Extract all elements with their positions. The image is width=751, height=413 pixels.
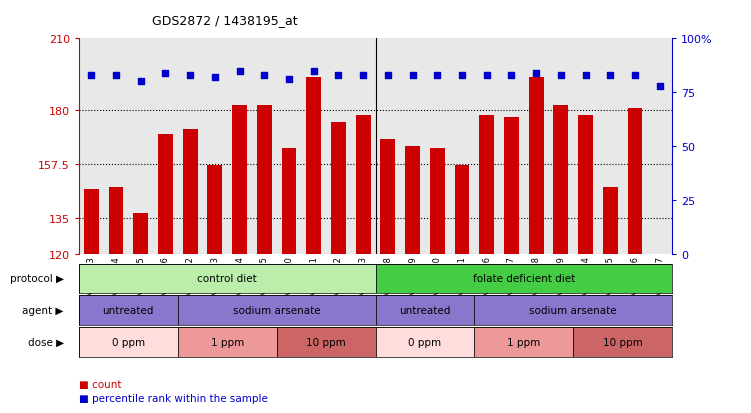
Point — [308, 68, 320, 75]
Bar — [356, 116, 370, 254]
Point — [134, 79, 146, 85]
Text: control diet: control diet — [198, 274, 257, 284]
Point — [159, 70, 171, 77]
Bar — [430, 149, 445, 254]
Bar — [232, 106, 247, 254]
Point — [85, 72, 97, 79]
Point — [333, 72, 345, 79]
Text: ■ count: ■ count — [79, 380, 122, 389]
Point — [654, 83, 666, 90]
Point — [110, 72, 122, 79]
Bar — [479, 116, 494, 254]
Bar — [475, 296, 672, 325]
Bar — [306, 77, 321, 254]
Point — [382, 72, 394, 79]
Bar — [79, 264, 376, 294]
Point — [530, 70, 542, 77]
Text: sodium arsenate: sodium arsenate — [233, 306, 321, 316]
Point — [629, 72, 641, 79]
Text: dose ▶: dose ▶ — [28, 337, 64, 347]
Bar — [158, 135, 173, 254]
Bar — [79, 328, 178, 357]
Point — [406, 72, 418, 79]
Point — [234, 68, 246, 75]
Point — [456, 72, 468, 79]
Bar — [79, 296, 178, 325]
Text: 10 ppm: 10 ppm — [306, 337, 346, 347]
Bar — [553, 106, 569, 254]
Bar — [257, 106, 272, 254]
Bar — [178, 296, 376, 325]
Text: untreated: untreated — [400, 306, 451, 316]
Bar — [178, 328, 276, 357]
Text: 0 ppm: 0 ppm — [112, 337, 145, 347]
Bar — [603, 187, 618, 254]
Text: agent ▶: agent ▶ — [23, 306, 64, 316]
Text: GDS2872 / 1438195_at: GDS2872 / 1438195_at — [152, 14, 298, 27]
Text: ■ percentile rank within the sample: ■ percentile rank within the sample — [79, 393, 267, 403]
Text: 10 ppm: 10 ppm — [603, 337, 643, 347]
Bar — [182, 130, 198, 254]
Bar — [282, 149, 297, 254]
Bar — [381, 140, 395, 254]
Bar — [207, 166, 222, 254]
Point — [357, 72, 369, 79]
Bar — [504, 118, 519, 254]
Point — [505, 72, 517, 79]
Text: 1 ppm: 1 ppm — [507, 337, 541, 347]
Bar — [573, 328, 672, 357]
Bar — [133, 214, 148, 254]
Bar — [529, 77, 544, 254]
Bar — [475, 328, 573, 357]
Point — [580, 72, 592, 79]
Bar — [84, 190, 98, 254]
Bar — [628, 109, 643, 254]
Text: sodium arsenate: sodium arsenate — [529, 306, 617, 316]
Text: 1 ppm: 1 ppm — [210, 337, 244, 347]
Point — [431, 72, 443, 79]
Point — [555, 72, 567, 79]
Point — [258, 72, 270, 79]
Point — [209, 75, 221, 81]
Bar — [376, 264, 672, 294]
Point — [184, 72, 196, 79]
Text: protocol ▶: protocol ▶ — [10, 274, 64, 284]
Point — [283, 77, 295, 83]
Bar — [276, 328, 376, 357]
Bar — [578, 116, 593, 254]
Bar — [376, 296, 475, 325]
Bar — [454, 166, 469, 254]
Text: folate deficient diet: folate deficient diet — [472, 274, 575, 284]
Bar — [108, 187, 123, 254]
Bar — [376, 328, 475, 357]
Text: 0 ppm: 0 ppm — [409, 337, 442, 347]
Bar — [331, 123, 345, 254]
Bar — [406, 147, 420, 254]
Point — [481, 72, 493, 79]
Point — [605, 72, 617, 79]
Text: untreated: untreated — [103, 306, 154, 316]
